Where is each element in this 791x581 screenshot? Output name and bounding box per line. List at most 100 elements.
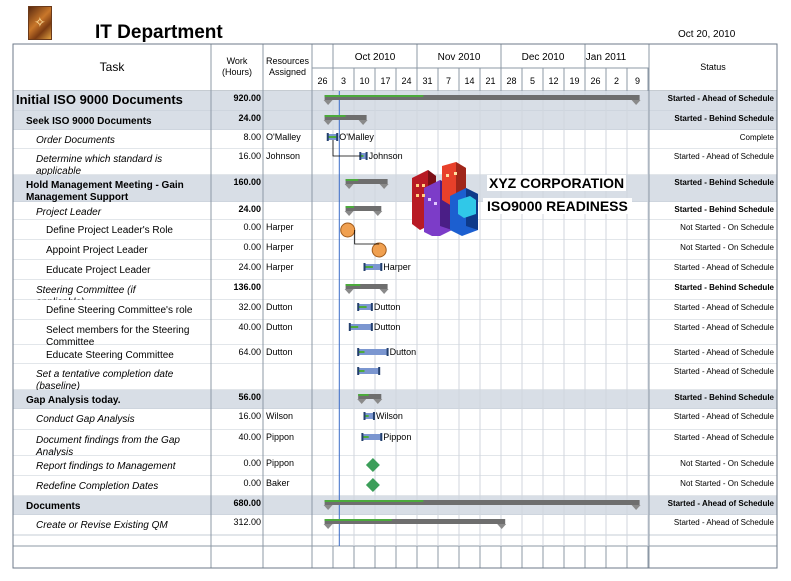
week-label: 17 bbox=[380, 76, 390, 86]
task-bar-label: O'Malley bbox=[339, 132, 374, 142]
status-text: Started - Ahead of Schedule bbox=[674, 412, 775, 421]
task-bar bbox=[362, 434, 382, 440]
task-column-header: Task bbox=[100, 60, 126, 74]
task-name: Documents bbox=[26, 501, 81, 512]
work-hours: 16.00 bbox=[238, 151, 261, 161]
summary-start-cap bbox=[344, 211, 354, 216]
resource-name: Harper bbox=[266, 242, 294, 252]
work-hours: 32.00 bbox=[238, 302, 261, 312]
work-hours: 8.00 bbox=[243, 132, 261, 142]
status-text: Started - Behind Schedule bbox=[674, 283, 774, 292]
task-end-tick bbox=[378, 367, 381, 375]
task-bar-label: Dutton bbox=[374, 302, 401, 312]
resource-name: Johnson bbox=[266, 151, 300, 161]
flame-logo-icon: ✧ bbox=[34, 14, 46, 30]
week-label: 12 bbox=[548, 76, 558, 86]
summary-progress bbox=[324, 95, 424, 97]
summary-progress bbox=[358, 394, 369, 396]
table-row bbox=[13, 202, 777, 221]
task-bar-label: Pippon bbox=[383, 432, 411, 442]
task-bar bbox=[358, 368, 380, 374]
resource-name: Harper bbox=[266, 222, 294, 232]
status-text: Started - Ahead of Schedule bbox=[674, 323, 775, 332]
week-label: 26 bbox=[590, 76, 600, 86]
work-hours: 40.00 bbox=[238, 322, 261, 332]
month-label: Oct 2010 bbox=[355, 52, 396, 63]
resource-name: Pippon bbox=[266, 458, 294, 468]
week-label: 2 bbox=[614, 76, 619, 86]
row-bg bbox=[13, 130, 777, 149]
work-hours: 24.00 bbox=[238, 113, 261, 123]
row-bg bbox=[13, 430, 777, 456]
work-hours: 24.00 bbox=[238, 262, 261, 272]
table-row bbox=[13, 130, 777, 150]
work-hours: 40.00 bbox=[238, 432, 261, 442]
task-start-tick bbox=[361, 433, 364, 441]
summary-bar bbox=[345, 284, 388, 289]
corp-overlay: XYZ CORPORATION ISO9000 READINESS bbox=[410, 160, 660, 236]
task-bar-label: Dutton bbox=[374, 322, 401, 332]
work-hours: 680.00 bbox=[233, 498, 261, 508]
summary-progress bbox=[324, 519, 392, 521]
task-start-tick bbox=[357, 348, 360, 356]
task-bar-label: Johnson bbox=[369, 151, 403, 161]
task-progress bbox=[358, 306, 367, 308]
summary-progress bbox=[345, 179, 359, 181]
week-label: 10 bbox=[359, 76, 369, 86]
resource-name: Baker bbox=[266, 478, 290, 488]
row-bg bbox=[13, 149, 777, 175]
row-bg bbox=[13, 300, 777, 320]
row-bg bbox=[13, 260, 777, 280]
week-label: 3 bbox=[341, 76, 346, 86]
summary-bar bbox=[324, 115, 367, 120]
table-row bbox=[13, 390, 777, 410]
summary-progress bbox=[324, 115, 346, 117]
summary-end-cap bbox=[631, 100, 641, 105]
task-name: Redefine Completion Dates bbox=[36, 481, 158, 492]
task-end-tick bbox=[365, 152, 368, 160]
task-bar-label: Dutton bbox=[390, 347, 417, 357]
month-label: Nov 2010 bbox=[438, 52, 481, 63]
summary-start-cap bbox=[323, 524, 333, 529]
task-bar bbox=[358, 349, 388, 355]
dependency-link bbox=[354, 230, 380, 245]
task-name: Report findings to Management bbox=[36, 461, 177, 472]
table-border bbox=[12, 43, 778, 569]
work-hours: 24.00 bbox=[238, 204, 261, 214]
summary-end-cap bbox=[379, 184, 389, 189]
task-name: Committee bbox=[46, 337, 95, 348]
summary-end-cap bbox=[379, 289, 389, 294]
status-text: Started - Ahead of Schedule bbox=[668, 94, 775, 103]
resource-name: Harper bbox=[266, 262, 294, 272]
status-text: Started - Behind Schedule bbox=[674, 178, 774, 187]
table-row bbox=[13, 430, 777, 457]
resource-name: Dutton bbox=[266, 322, 293, 332]
summary-bar bbox=[345, 179, 388, 184]
task-end-tick bbox=[380, 263, 383, 271]
task-progress bbox=[358, 370, 365, 372]
summary-end-cap bbox=[358, 120, 368, 125]
task-progress bbox=[327, 136, 338, 138]
task-name: Document findings from the Gap bbox=[36, 435, 180, 446]
week-label: 5 bbox=[530, 76, 535, 86]
task-progress bbox=[362, 436, 369, 438]
milestone-round bbox=[371, 242, 387, 258]
task-progress bbox=[364, 415, 369, 417]
row-bg bbox=[13, 364, 777, 390]
row-bg bbox=[13, 280, 777, 300]
overlay-title: XYZ CORPORATION bbox=[487, 175, 627, 191]
task-name: Steering Committee (if bbox=[36, 285, 137, 296]
week-label: 7 bbox=[446, 76, 451, 86]
task-name: Select members for the Steering bbox=[46, 325, 189, 336]
status-column-header: Status bbox=[700, 62, 726, 72]
table-row bbox=[13, 515, 777, 536]
work-hours: 16.00 bbox=[238, 411, 261, 421]
row-bg bbox=[13, 220, 777, 240]
status-text: Complete bbox=[740, 133, 775, 142]
task-name: Determine which standard is bbox=[36, 154, 162, 165]
resource-name: Dutton bbox=[266, 302, 293, 312]
summary-start-cap bbox=[323, 100, 333, 105]
row-bg bbox=[13, 175, 777, 202]
work-hours: 0.00 bbox=[243, 458, 261, 468]
